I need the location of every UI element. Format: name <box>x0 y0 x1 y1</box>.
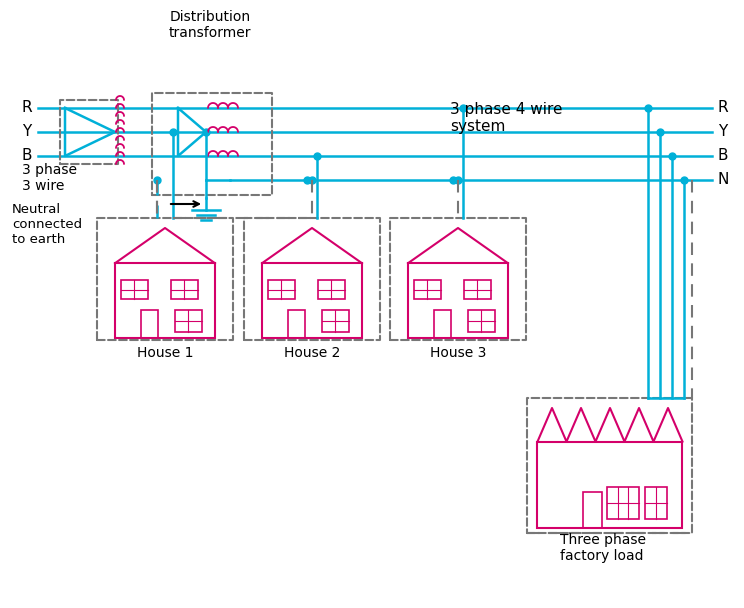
Bar <box>583 492 602 528</box>
Bar <box>318 280 345 299</box>
Text: Distribution
transformer: Distribution transformer <box>169 10 251 40</box>
Text: Y: Y <box>22 125 31 139</box>
Bar <box>115 263 215 338</box>
Bar <box>289 310 306 338</box>
Bar <box>171 280 198 299</box>
Bar <box>175 309 202 332</box>
Bar <box>121 280 148 299</box>
Bar <box>468 309 495 332</box>
Bar <box>414 280 441 299</box>
Text: B: B <box>22 148 33 164</box>
Text: Y: Y <box>718 125 727 139</box>
Text: Three phase
factory load: Three phase factory load <box>560 533 646 563</box>
Text: 3 phase
3 wire: 3 phase 3 wire <box>22 163 77 193</box>
Text: House 2: House 2 <box>283 346 340 360</box>
Text: R: R <box>718 100 728 116</box>
Bar <box>464 280 491 299</box>
Text: B: B <box>718 148 728 164</box>
Text: House 1: House 1 <box>137 346 193 360</box>
Bar <box>268 280 295 299</box>
Text: Neutral
connected
to earth: Neutral connected to earth <box>12 203 82 246</box>
Bar <box>408 263 508 338</box>
Text: 3 phase 4 wire
system: 3 phase 4 wire system <box>450 102 562 134</box>
Bar <box>262 263 362 338</box>
Text: House 3: House 3 <box>430 346 486 360</box>
Bar <box>645 486 667 519</box>
Bar <box>537 441 682 528</box>
Text: R: R <box>22 100 33 116</box>
Bar <box>434 310 452 338</box>
Text: N: N <box>718 173 729 187</box>
Bar <box>322 309 349 332</box>
Bar <box>607 486 639 519</box>
Bar <box>141 310 158 338</box>
